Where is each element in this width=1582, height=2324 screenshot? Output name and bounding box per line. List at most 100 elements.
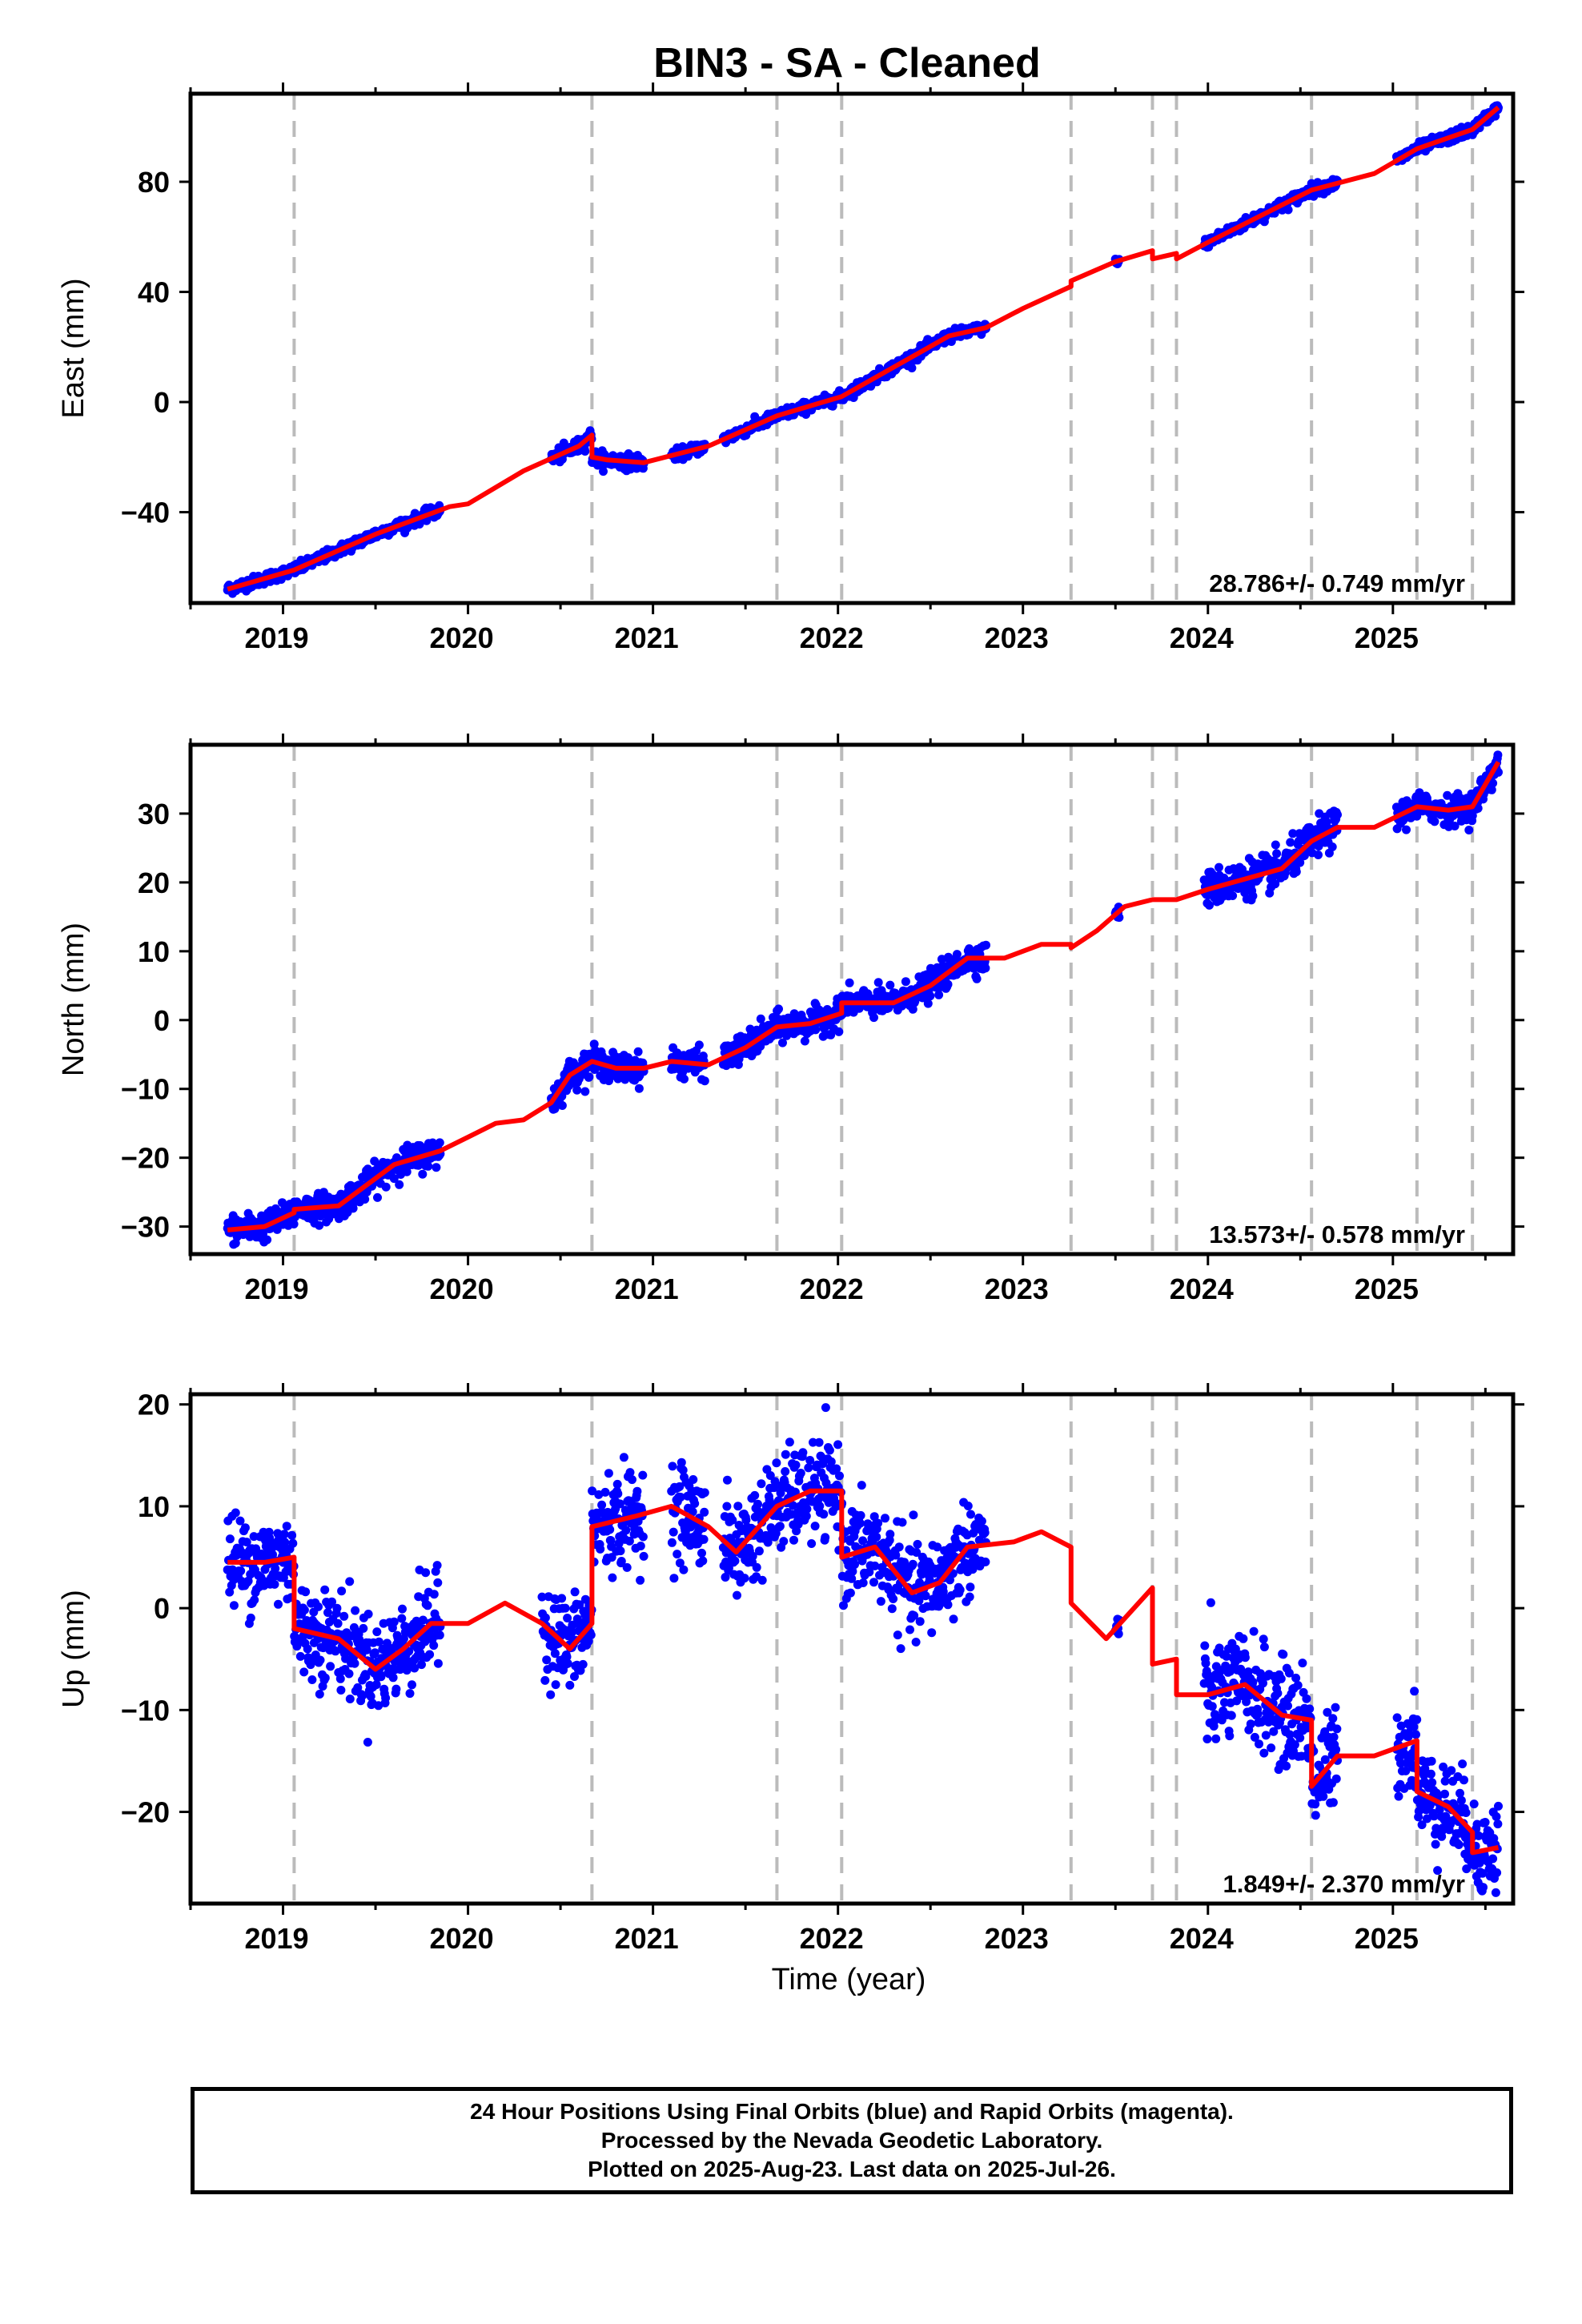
data-point	[374, 1701, 383, 1711]
data-point	[815, 1502, 825, 1511]
data-point	[616, 1557, 626, 1566]
data-point	[864, 1523, 873, 1533]
data-point	[800, 1036, 809, 1046]
data-point	[391, 1684, 401, 1694]
data-point	[907, 364, 917, 372]
data-point	[353, 1683, 363, 1692]
data-point	[1464, 826, 1474, 834]
data-point	[1228, 891, 1238, 900]
data-point	[1200, 1641, 1210, 1651]
data-point	[1239, 1634, 1248, 1643]
data-point	[750, 1490, 760, 1500]
data-point	[395, 1180, 404, 1189]
data-point	[966, 1510, 975, 1519]
data-point	[1285, 1730, 1295, 1739]
data-point	[563, 1659, 572, 1668]
data-point	[636, 1542, 645, 1550]
data-point	[240, 1523, 250, 1533]
data-point	[326, 1662, 335, 1671]
data-point	[1291, 1673, 1301, 1683]
data-point	[1267, 1743, 1276, 1753]
data-point	[938, 1587, 948, 1596]
data-point	[1253, 1709, 1263, 1719]
data-point	[337, 1586, 347, 1596]
y-tick-label: −30	[121, 1211, 170, 1244]
data-point	[1261, 1731, 1271, 1740]
data-point	[366, 1691, 375, 1701]
data-point	[1283, 205, 1293, 215]
data-point	[1493, 750, 1503, 760]
north-panel: 2019 2020 2021 2022 2023 2024 2025−30−20−10010…	[57, 734, 1524, 1305]
data-point	[418, 1615, 428, 1625]
data-point	[372, 1627, 382, 1637]
data-point	[722, 1502, 732, 1511]
data-point	[1250, 1732, 1259, 1742]
data-point	[913, 1539, 922, 1549]
data-point	[299, 1667, 309, 1677]
data-point	[1420, 1764, 1430, 1774]
data-point	[246, 1613, 255, 1622]
data-point	[754, 1546, 764, 1556]
data-point	[1320, 1755, 1330, 1764]
data-point	[1311, 1799, 1320, 1809]
data-point	[1394, 1791, 1403, 1801]
data-point	[915, 1617, 925, 1626]
data-point	[560, 1603, 570, 1613]
data-point	[1215, 1643, 1224, 1653]
data-point	[320, 1585, 330, 1594]
data-point	[669, 1574, 679, 1583]
data-point	[1276, 1674, 1286, 1683]
data-point	[1314, 850, 1323, 859]
data-point	[927, 1628, 937, 1638]
x-tick-label: 2025	[1355, 1273, 1419, 1305]
data-point	[897, 1518, 907, 1527]
data-point	[323, 1608, 332, 1618]
data-point	[668, 1462, 677, 1471]
data-point	[1323, 1707, 1332, 1717]
data-point	[613, 1489, 623, 1498]
data-point	[893, 1630, 902, 1640]
data-point	[869, 1512, 879, 1522]
up-panel: 2019 2020 2021 2022 2023 2024 2025−20−1001020U…	[57, 1383, 1524, 1955]
data-point	[1207, 1683, 1217, 1692]
data-point	[345, 1695, 355, 1703]
data-point	[698, 1556, 708, 1566]
data-point	[792, 1526, 801, 1536]
x-tick-label: 2022	[800, 621, 864, 654]
data-point	[781, 1449, 790, 1459]
data-point	[839, 1601, 848, 1610]
data-point	[752, 1562, 761, 1572]
data-point	[933, 1542, 942, 1552]
data-point	[1302, 1694, 1311, 1703]
data-point	[757, 1575, 767, 1585]
data-point	[363, 1738, 372, 1747]
data-point	[834, 1027, 844, 1036]
data-point	[1331, 1774, 1341, 1783]
data-point	[1319, 1791, 1328, 1801]
data-point	[889, 1594, 898, 1603]
data-point	[845, 1588, 855, 1598]
data-point	[772, 1458, 781, 1468]
east-panel: 2019 2020 2021 2022 2023 2024 2025−4004080East…	[57, 82, 1524, 654]
data-point	[952, 950, 962, 959]
data-point	[845, 978, 854, 987]
data-point	[966, 1582, 975, 1592]
data-point	[433, 1659, 443, 1668]
data-point	[909, 1610, 919, 1620]
data-point	[1407, 1775, 1416, 1785]
data-point	[1205, 900, 1214, 910]
data-point	[943, 1600, 953, 1610]
data-point	[225, 1587, 235, 1597]
y-tick-label: 40	[138, 276, 170, 309]
data-point	[1447, 1766, 1456, 1775]
data-point	[821, 1403, 830, 1413]
data-point	[763, 1538, 773, 1547]
y-tick-label: 80	[138, 166, 170, 199]
data-point	[779, 1537, 789, 1546]
data-point	[608, 1573, 617, 1582]
data-point	[599, 467, 608, 476]
data-point	[896, 1644, 905, 1654]
data-point	[781, 1467, 790, 1476]
data-point	[361, 1671, 371, 1681]
data-point	[389, 1174, 399, 1184]
